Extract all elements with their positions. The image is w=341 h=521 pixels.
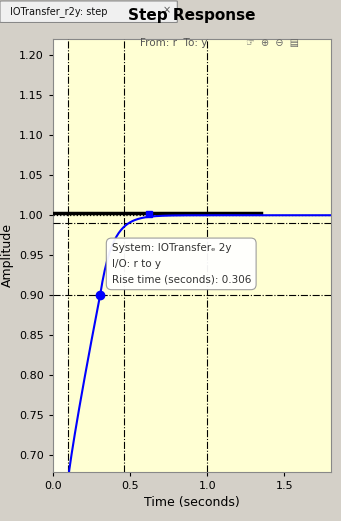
Text: IOTransfer_r2y: step: IOTransfer_r2y: step [10,6,108,17]
Text: ☞  ⊕  ⊖  ▤: ☞ ⊕ ⊖ ▤ [246,38,298,48]
Y-axis label: Amplitude: Amplitude [1,224,14,287]
Text: System: IOTransferₑ 2y
I/O: r to y
Rise time (seconds): 0.306: System: IOTransferₑ 2y I/O: r to y Rise … [112,243,251,284]
Text: ×: × [162,6,170,16]
FancyBboxPatch shape [0,1,177,22]
X-axis label: Time (seconds): Time (seconds) [144,496,240,509]
Bar [68,39,169,472]
Bar [169,39,331,472]
Text: From: r  To: y: From: r To: y [140,38,207,48]
Title: Step Response: Step Response [128,8,255,22]
